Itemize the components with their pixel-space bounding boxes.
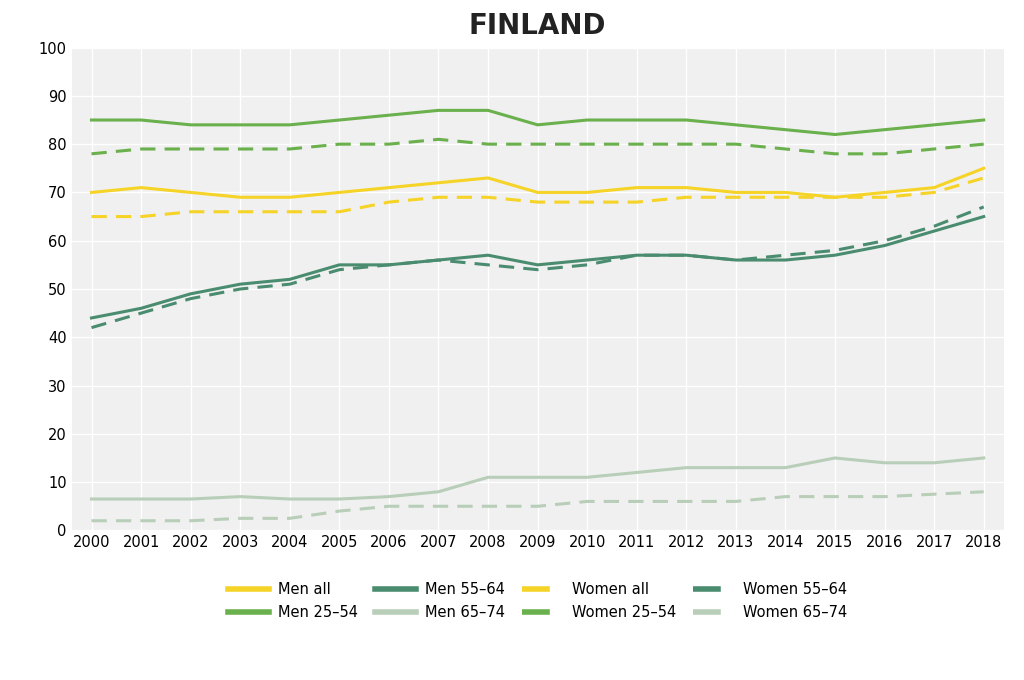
Title: FINLAND: FINLAND bbox=[469, 12, 606, 39]
Legend: Men all, Men 25–54, Men 55–64, Men 65–74, Women all, Women 25–54, Women 55–64, W: Men all, Men 25–54, Men 55–64, Men 65–74… bbox=[228, 582, 847, 619]
